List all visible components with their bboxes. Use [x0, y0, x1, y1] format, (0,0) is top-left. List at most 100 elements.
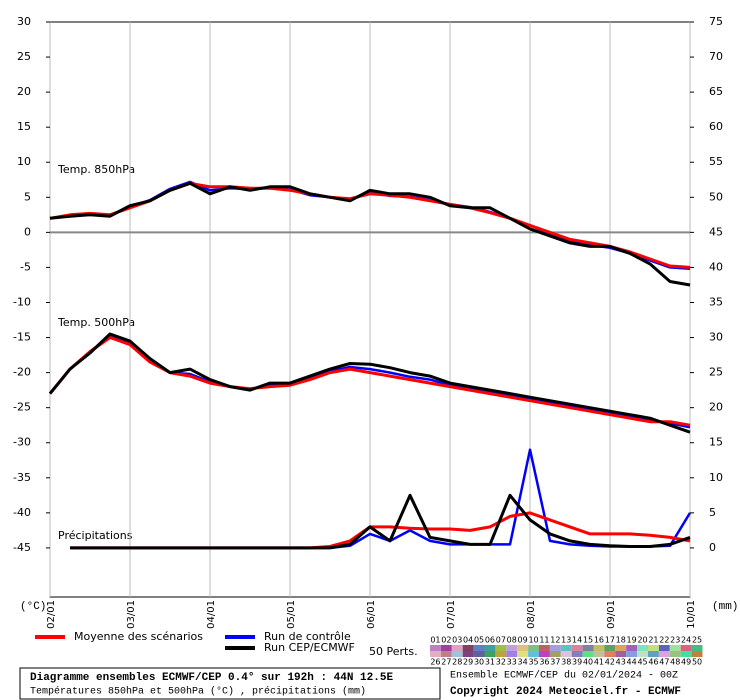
- perturbation-swatch: [669, 645, 681, 651]
- perturbation-label: 21: [648, 636, 658, 645]
- ensemble-info: Ensemble ECMWF/CEP du 02/01/2024 - 00Z: [450, 670, 678, 682]
- perturbation-swatch: [506, 645, 518, 651]
- y2-axis-label: (mm): [712, 601, 738, 613]
- perturbation-label: 29: [463, 658, 473, 667]
- perturbation-label: 49: [681, 658, 691, 667]
- y2-tick-label: 25: [709, 366, 723, 379]
- panel-label: Précipitations: [58, 529, 133, 542]
- y2-tick-label: 55: [709, 155, 723, 168]
- perturbation-swatch: [571, 645, 583, 651]
- y-tick-label: -45: [13, 541, 31, 554]
- perturbation-swatch: [549, 651, 561, 657]
- y-tick-label: 10: [17, 155, 31, 168]
- perturbation-label: 47: [659, 658, 669, 667]
- perturbation-swatch: [637, 645, 648, 651]
- legend-label: Run CEP/ECMWF: [264, 641, 355, 654]
- perturbation-swatch: [593, 645, 605, 651]
- y2-tick-label: 0: [709, 541, 716, 554]
- perturbation-label: 28: [452, 658, 462, 667]
- perturbation-swatch: [430, 645, 441, 651]
- perturbation-swatch: [451, 645, 463, 651]
- perturbation-label: 16: [594, 636, 604, 645]
- y-tick-label: -15: [13, 331, 31, 344]
- perturbation-swatch: [484, 651, 496, 657]
- panel-label: Temp. 500hPa: [57, 316, 135, 329]
- info-box: [19, 667, 441, 700]
- perturbation-label: 15: [583, 636, 593, 645]
- perturbation-label: 18: [616, 636, 626, 645]
- perturbation-swatch: [658, 651, 670, 657]
- x-tick-label: 06/01: [366, 600, 377, 629]
- perturbation-label: 43: [616, 658, 626, 667]
- y2-tick-label: 60: [709, 120, 723, 133]
- perturbation-label: 40: [583, 658, 593, 667]
- perturbation-swatch: [560, 645, 572, 651]
- y2-tick-label: 10: [709, 471, 723, 484]
- y-axis-label: (°C): [20, 601, 46, 613]
- x-tick-label: 09/01: [606, 600, 617, 629]
- y2-tick-label: 45: [709, 225, 723, 238]
- perturbation-swatch: [648, 645, 659, 651]
- perturbation-label: 33: [507, 658, 517, 667]
- perturbations-title: 50 Perts.: [369, 645, 418, 658]
- perturbation-swatch: [484, 645, 496, 651]
- series-line: [48, 332, 691, 434]
- panel-label: Temp. 850hPa: [57, 163, 135, 176]
- perturbation-label: 22: [659, 636, 669, 645]
- x-tick-label: 07/01: [446, 600, 457, 629]
- perturbation-swatch: [506, 651, 518, 657]
- perturbation-label: 02: [441, 636, 451, 645]
- perturbation-label: 31: [485, 658, 495, 667]
- y-tick-label: -35: [13, 471, 31, 484]
- perturbation-swatch: [560, 651, 572, 657]
- perturbation-label: 08: [507, 636, 517, 645]
- x-tick-label: 10/01: [686, 600, 697, 629]
- perturbation-label: 19: [627, 636, 637, 645]
- perturbation-label: 32: [496, 658, 506, 667]
- perturbation-label: 06: [485, 636, 495, 645]
- y2-tick-label: 75: [709, 15, 723, 28]
- perturbation-swatch: [604, 645, 616, 651]
- copyright: Copyright 2024 Meteociel.fr - ECMWF: [450, 686, 681, 698]
- perturbation-swatch: [517, 645, 529, 651]
- perturbation-label: 37: [550, 658, 560, 667]
- perturbation-swatch: [582, 645, 594, 651]
- perturbation-swatch: [462, 651, 474, 657]
- perturbation-swatch: [451, 651, 463, 657]
- y-tick-label: -30: [13, 436, 31, 449]
- x-tick-label: 03/01: [126, 600, 137, 629]
- perturbation-swatch: [626, 645, 638, 651]
- y-tick-label: 20: [17, 85, 31, 98]
- perturbation-swatch: [539, 645, 550, 651]
- perturbation-label: 42: [605, 658, 615, 667]
- perturbation-label: 45: [637, 658, 647, 667]
- x-tick-label: 04/01: [206, 600, 217, 629]
- perturbation-label: 41: [594, 658, 604, 667]
- y-tick-label: -20: [13, 366, 31, 379]
- y2-tick-label: 15: [709, 436, 723, 449]
- perturbation-swatch: [680, 651, 692, 657]
- perturbation-label: 11: [539, 636, 549, 645]
- y-tick-label: -10: [13, 295, 31, 308]
- y-tick-label: -5: [20, 260, 31, 273]
- perturbation-swatch: [517, 651, 529, 657]
- perturbation-label: 36: [539, 658, 549, 667]
- series-line: [49, 181, 691, 287]
- y-tick-label: 30: [17, 15, 31, 28]
- y-tick-label: 25: [17, 50, 31, 63]
- perturbation-label: 50: [692, 658, 702, 667]
- perturbation-swatch: [593, 651, 605, 657]
- perturbation-label: 27: [441, 658, 451, 667]
- perturbation-swatch: [669, 651, 681, 657]
- perturbation-swatch: [430, 651, 441, 657]
- y-tick-label: 5: [24, 190, 31, 203]
- perturbation-label: 38: [561, 658, 571, 667]
- perturbation-swatch: [539, 651, 550, 657]
- perturbation-swatch: [495, 645, 507, 651]
- perturbation-swatch: [691, 651, 703, 657]
- y2-tick-label: 30: [709, 331, 723, 344]
- perturbation-swatch: [495, 651, 507, 657]
- perturbation-label: 35: [528, 658, 538, 667]
- perturbation-swatch: [691, 645, 703, 651]
- perturbation-swatch: [549, 645, 561, 651]
